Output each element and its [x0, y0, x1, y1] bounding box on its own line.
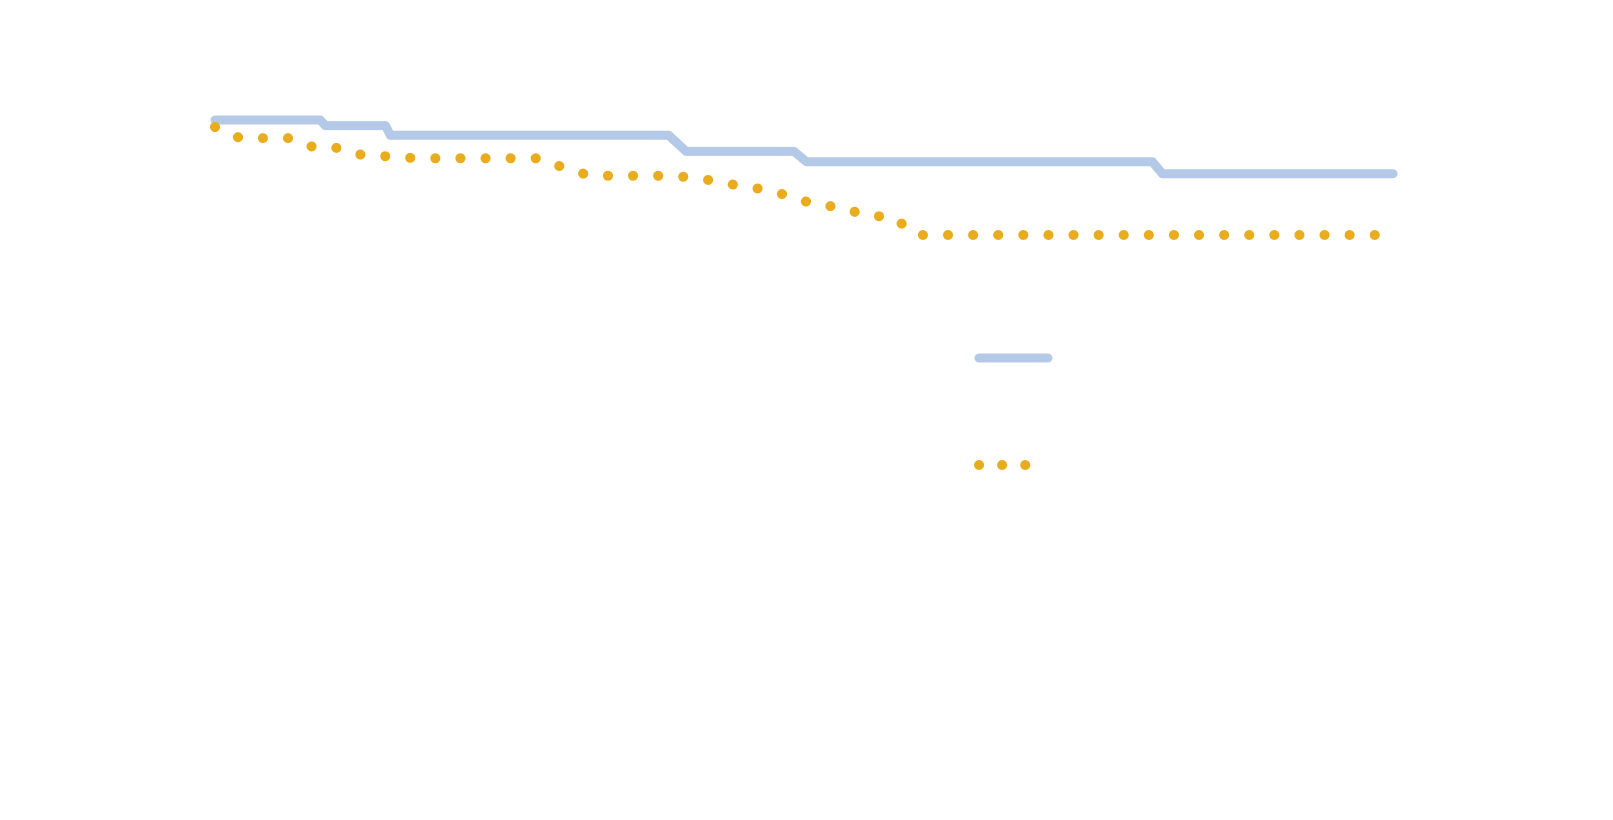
series-layer	[210, 115, 1398, 240]
series-1-line	[210, 115, 1398, 179]
legend	[974, 353, 1053, 470]
series-2-line	[210, 122, 1398, 240]
